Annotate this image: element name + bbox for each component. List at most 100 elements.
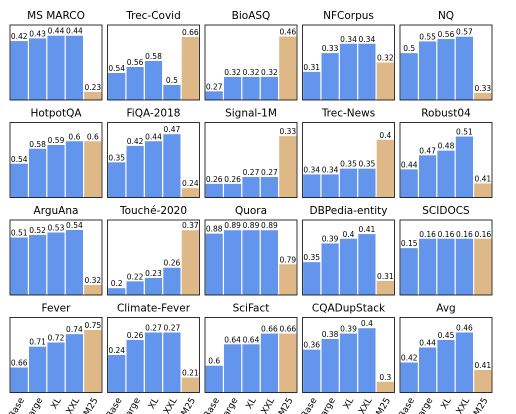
panel-title: CQADupStack (312, 303, 386, 315)
panel-title: Signal-1M (225, 108, 277, 120)
bar (376, 381, 394, 393)
value-label: 0.32 (243, 68, 260, 77)
value-label: 0.6 (87, 132, 99, 141)
panel-frame (399, 219, 493, 296)
x-tick-label: XL (50, 396, 64, 411)
value-label: 0.5 (403, 44, 415, 53)
bar (126, 340, 144, 393)
bar (474, 238, 492, 295)
x-tick-label: Large (219, 396, 241, 414)
value-label: 0.66 (261, 325, 278, 334)
value-label: 0.89 (261, 221, 278, 230)
bar (163, 332, 181, 393)
bar (205, 233, 223, 295)
bar (358, 168, 376, 198)
bar (358, 328, 376, 393)
value-label: 0.71 (29, 338, 46, 347)
value-label: 0.58 (29, 140, 46, 149)
value-label: 0.15 (401, 239, 418, 248)
bar (29, 38, 47, 100)
bar (205, 91, 223, 100)
bar (400, 362, 418, 393)
x-tick-label: XXL (65, 396, 82, 414)
bar (108, 162, 126, 198)
bar (29, 346, 47, 393)
x-tick-label: XXL (260, 396, 277, 414)
bar (65, 230, 83, 295)
bar (205, 183, 223, 198)
value-label: 0.32 (224, 68, 241, 77)
panel-title: Fever (42, 303, 72, 315)
panel-title: Trec-News (321, 108, 375, 120)
value-label: 0.64 (224, 335, 241, 344)
bar (419, 238, 437, 295)
value-label: 0.35 (340, 160, 357, 169)
value-label: 0.33 (279, 127, 296, 136)
value-label: 0.33 (322, 44, 339, 53)
bar (437, 39, 455, 100)
panel-frame (399, 317, 493, 393)
value-label: 0.22 (127, 272, 144, 281)
bar (224, 344, 242, 393)
bar (224, 76, 242, 100)
bar (419, 41, 437, 100)
bar (181, 230, 199, 295)
x-tick-label: BM25 (372, 396, 393, 414)
bar (400, 248, 418, 295)
panel-title: NQ (438, 10, 454, 22)
bar (65, 141, 83, 198)
value-label: 0.79 (279, 255, 296, 264)
value-label: 0.6 (68, 132, 80, 141)
panel-frame (9, 24, 103, 101)
value-label: 0.89 (224, 221, 241, 230)
bar (376, 280, 394, 295)
x-tick-label: XL (342, 396, 356, 411)
panel-frame (302, 122, 395, 198)
bar (358, 43, 376, 100)
bar (339, 43, 358, 100)
value-label: 0.56 (438, 30, 455, 39)
value-label: 0.46 (279, 28, 296, 37)
value-label: 0.27 (164, 324, 181, 333)
bar (84, 285, 102, 295)
bar (339, 238, 358, 295)
value-label: 0.59 (48, 136, 65, 145)
value-label: 0.64 (243, 335, 260, 344)
value-label: 0.38 (322, 330, 339, 339)
value-label: 0.23 (84, 83, 101, 92)
bar (400, 169, 418, 198)
x-tick-label: Base (300, 396, 320, 414)
panel-frame (9, 122, 103, 198)
bar (205, 365, 223, 393)
panel-frame (302, 24, 395, 101)
bar (144, 332, 163, 393)
panel-title: SCIDOCS (422, 205, 470, 217)
x-tick-label: BM25 (79, 396, 100, 414)
bar (437, 150, 455, 198)
value-label: 0.66 (182, 28, 199, 37)
x-tick-label: BM25 (177, 396, 198, 414)
bar (224, 183, 242, 198)
value-label: 0.34 (303, 165, 320, 174)
panel-title: NFCorpus (323, 10, 374, 22)
bar (242, 177, 260, 198)
x-tick-label: BM25 (469, 396, 490, 414)
value-label: 0.44 (145, 132, 162, 141)
value-label: 0.32 (84, 276, 101, 285)
value-label: 0.52 (29, 226, 46, 235)
value-label: 0.39 (340, 325, 357, 334)
bar (181, 377, 199, 393)
value-label: 0.32 (261, 68, 278, 77)
panel-frame (204, 219, 298, 296)
panel-title: Avg (436, 303, 455, 315)
value-label: 0.4 (379, 131, 391, 140)
panel-frame (107, 122, 200, 198)
bar (29, 235, 47, 295)
bar (303, 71, 321, 100)
value-label: 0.44 (401, 160, 418, 169)
panel-frame (302, 219, 395, 296)
bar (47, 342, 65, 393)
value-label: 0.26 (164, 259, 181, 268)
value-label: 0.43 (29, 29, 46, 38)
value-label: 0.5 (166, 76, 178, 85)
